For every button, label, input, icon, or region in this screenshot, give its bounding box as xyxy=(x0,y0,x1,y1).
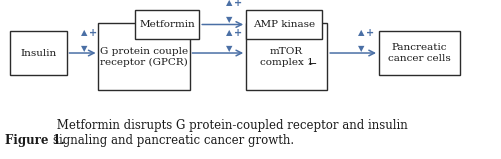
Text: ▼: ▼ xyxy=(80,44,87,53)
Text: Figure 1.: Figure 1. xyxy=(5,134,65,147)
Text: +: + xyxy=(233,28,241,38)
Text: ▲: ▲ xyxy=(225,28,231,37)
Text: Insulin: Insulin xyxy=(20,48,56,58)
Text: G protein couple
receptor (GPCR): G protein couple receptor (GPCR) xyxy=(100,47,188,67)
Text: ▲: ▲ xyxy=(80,28,87,37)
FancyBboxPatch shape xyxy=(245,23,327,90)
FancyBboxPatch shape xyxy=(245,10,322,39)
Text: +: + xyxy=(366,28,374,38)
Text: Metformin disrupts G protein-coupled receptor and insulin
signaling and pancreat: Metformin disrupts G protein-coupled rec… xyxy=(53,119,407,147)
FancyBboxPatch shape xyxy=(10,31,67,75)
Text: AMP kinase: AMP kinase xyxy=(253,20,315,29)
Text: ▲: ▲ xyxy=(358,28,364,37)
Text: ▲: ▲ xyxy=(225,0,231,7)
Text: ▼: ▼ xyxy=(358,44,364,53)
Text: +: + xyxy=(88,28,97,38)
Text: ▼: ▼ xyxy=(225,15,231,24)
Text: Metformin: Metformin xyxy=(139,20,195,29)
Text: +: + xyxy=(233,0,241,8)
Text: −: − xyxy=(307,59,317,69)
Text: ▼: ▼ xyxy=(225,44,231,53)
FancyBboxPatch shape xyxy=(135,10,199,39)
FancyBboxPatch shape xyxy=(378,31,459,75)
Text: mTOR
complex 1: mTOR complex 1 xyxy=(260,47,313,67)
Text: Pancreatic
cancer cells: Pancreatic cancer cells xyxy=(387,43,450,63)
FancyBboxPatch shape xyxy=(98,23,189,90)
